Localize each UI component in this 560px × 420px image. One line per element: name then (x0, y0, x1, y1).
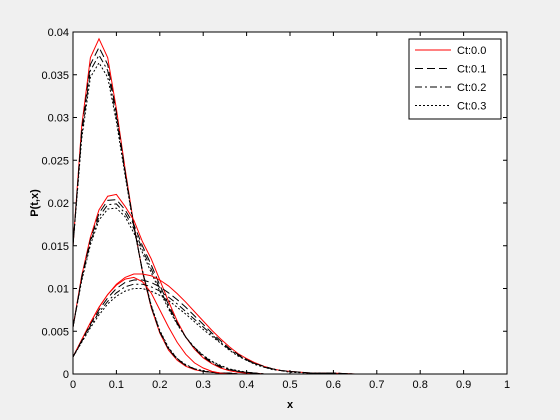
legend-label: Ct:0.3 (457, 101, 486, 113)
x-tick-label: 0.1 (109, 379, 124, 391)
y-tick-label: 0.04 (48, 27, 69, 39)
y-tick-label: 0.025 (41, 155, 69, 167)
x-tick-label: 0.3 (196, 379, 211, 391)
y-axis-label: P(t,x) (29, 189, 41, 217)
y-tick-label: 0 (63, 369, 69, 381)
y-tick-label: 0.02 (48, 198, 69, 210)
x-tick-label: 0 (70, 379, 76, 391)
x-tick-label: 0.4 (239, 379, 254, 391)
y-tick-label: 0.01 (48, 284, 69, 296)
legend-label: Ct:0.0 (457, 45, 486, 57)
legend-box (408, 38, 502, 120)
x-tick-label: 0.9 (456, 379, 471, 391)
legend: Ct:0.0 Ct:0.1 Ct:0.2 Ct:0.3 (408, 38, 502, 120)
x-tick-label: 0.2 (152, 379, 167, 391)
y-tick-label: 0.035 (41, 70, 69, 82)
x-axis-label: x (287, 399, 294, 411)
legend-label: Ct:0.2 (457, 82, 486, 94)
y-tick-label: 0.015 (41, 241, 69, 253)
x-tick-label: 0.5 (282, 379, 297, 391)
x-axis: 0 0.1 0.2 0.3 0.4 0.5 0.6 0.7 0.8 0.9 1 (70, 32, 510, 391)
x-tick-label: 1 (504, 379, 510, 391)
legend-label: Ct:0.1 (457, 64, 486, 76)
y-tick-label: 0.005 (41, 326, 69, 338)
x-tick-label: 0.7 (369, 379, 384, 391)
series-line-12 (72, 288, 507, 375)
y-tick-label: 0.03 (48, 113, 69, 125)
y-axis: 0 0.005 0.01 0.015 0.02 0.025 0.03 0.035 0.04 (41, 27, 507, 381)
x-tick-label: 0.6 (326, 379, 341, 391)
x-tick-label: 0.8 (413, 379, 428, 391)
